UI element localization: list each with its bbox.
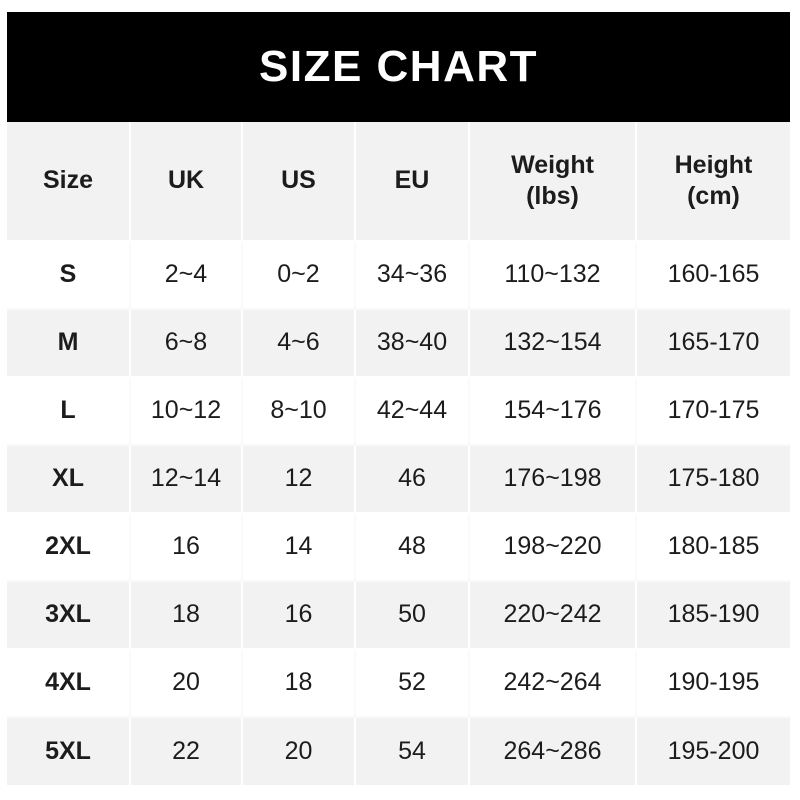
cell-eu: 52 <box>355 649 470 718</box>
cell-size: L <box>7 377 131 446</box>
cell-size: 4XL <box>7 649 131 718</box>
table-row: 5XL 22 20 54 264~286 195-200 <box>7 717 790 785</box>
column-header-unit: (cm) <box>687 182 740 210</box>
table-row: M 6~8 4~6 38~40 132~154 165-170 <box>7 309 790 378</box>
cell-uk: 16 <box>130 513 243 582</box>
cell-weight: 242~264 <box>469 649 637 718</box>
cell-weight: 110~132 <box>469 241 637 310</box>
cell-us: 18 <box>242 649 356 718</box>
cell-us: 0~2 <box>242 241 356 310</box>
table-row: S 2~4 0~2 34~36 110~132 160-165 <box>7 241 790 310</box>
cell-eu: 54 <box>355 717 470 785</box>
cell-height: 165-170 <box>636 309 790 378</box>
cell-eu: 38~40 <box>355 309 470 378</box>
cell-size: M <box>7 309 131 378</box>
column-header-unit: (lbs) <box>526 182 579 210</box>
cell-height: 170-175 <box>636 377 790 446</box>
title-banner: SIZE CHART <box>7 12 790 122</box>
table-header: Size UK US EU Weight (lbs) Height (cm) <box>7 122 790 242</box>
column-header-height: Height (cm) <box>636 122 790 242</box>
cell-us: 8~10 <box>242 377 356 446</box>
cell-weight: 132~154 <box>469 309 637 378</box>
page-title: SIZE CHART <box>259 42 538 91</box>
cell-eu: 50 <box>355 581 470 650</box>
cell-us: 20 <box>242 717 356 785</box>
cell-height: 185-190 <box>636 581 790 650</box>
cell-eu: 42~44 <box>355 377 470 446</box>
cell-uk: 2~4 <box>130 241 243 310</box>
cell-weight: 176~198 <box>469 445 637 514</box>
table-row: 2XL 16 14 48 198~220 180-185 <box>7 513 790 582</box>
column-header-label: UK <box>167 166 205 195</box>
column-header-label: Height <box>674 150 753 179</box>
table-header-row: Size UK US EU Weight (lbs) Height (cm) <box>7 122 790 242</box>
cell-uk: 12~14 <box>130 445 243 514</box>
column-header-label: US <box>281 166 316 195</box>
cell-us: 14 <box>242 513 356 582</box>
cell-us: 16 <box>242 581 356 650</box>
cell-weight: 154~176 <box>469 377 637 446</box>
cell-height: 175-180 <box>636 445 790 514</box>
cell-weight: 220~242 <box>469 581 637 650</box>
cell-weight: 264~286 <box>469 717 637 785</box>
cell-uk: 6~8 <box>130 309 243 378</box>
column-header-label: Size <box>42 166 94 195</box>
cell-height: 190-195 <box>636 649 790 718</box>
cell-uk: 20 <box>130 649 243 718</box>
size-chart-table: Size UK US EU Weight (lbs) Height (cm) S 2~4 0~2 3… <box>7 122 790 785</box>
table-row: XL 12~14 12 46 176~198 175-180 <box>7 445 790 514</box>
cell-height: 195-200 <box>667 736 760 765</box>
column-header-uk: UK <box>130 122 243 242</box>
cell-uk: 18 <box>130 581 243 650</box>
table-row: L 10~12 8~10 42~44 154~176 170-175 <box>7 377 790 446</box>
column-header-label: EU <box>394 166 430 195</box>
cell-eu: 46 <box>355 445 470 514</box>
table-row: 4XL 20 18 52 242~264 190-195 <box>7 649 790 718</box>
cell-eu: 34~36 <box>355 241 470 310</box>
cell-size: S <box>7 241 131 310</box>
cell-size: 3XL <box>7 581 131 650</box>
column-header-label: Weight <box>511 150 594 179</box>
cell-size: 2XL <box>7 513 131 582</box>
cell-us: 12 <box>242 445 356 514</box>
cell-uk: 22 <box>130 717 243 785</box>
column-header-eu: EU <box>355 122 470 242</box>
column-header-us: US <box>242 122 356 242</box>
column-header-size: Size <box>7 122 131 242</box>
cell-size: XL <box>7 445 131 514</box>
cell-uk: 10~12 <box>130 377 243 446</box>
cell-weight: 198~220 <box>469 513 637 582</box>
table-body: S 2~4 0~2 34~36 110~132 160-165 M 6~8 4~6 38~40 13… <box>7 241 790 785</box>
cell-size: 5XL <box>7 717 131 785</box>
table-row: 3XL 18 16 50 220~242 185-190 <box>7 581 790 650</box>
cell-height: 180-185 <box>636 513 790 582</box>
cell-height: 160-165 <box>636 241 790 310</box>
column-header-weight: Weight (lbs) <box>469 122 637 242</box>
cell-us: 4~6 <box>242 309 356 378</box>
cell-eu: 48 <box>355 513 470 582</box>
